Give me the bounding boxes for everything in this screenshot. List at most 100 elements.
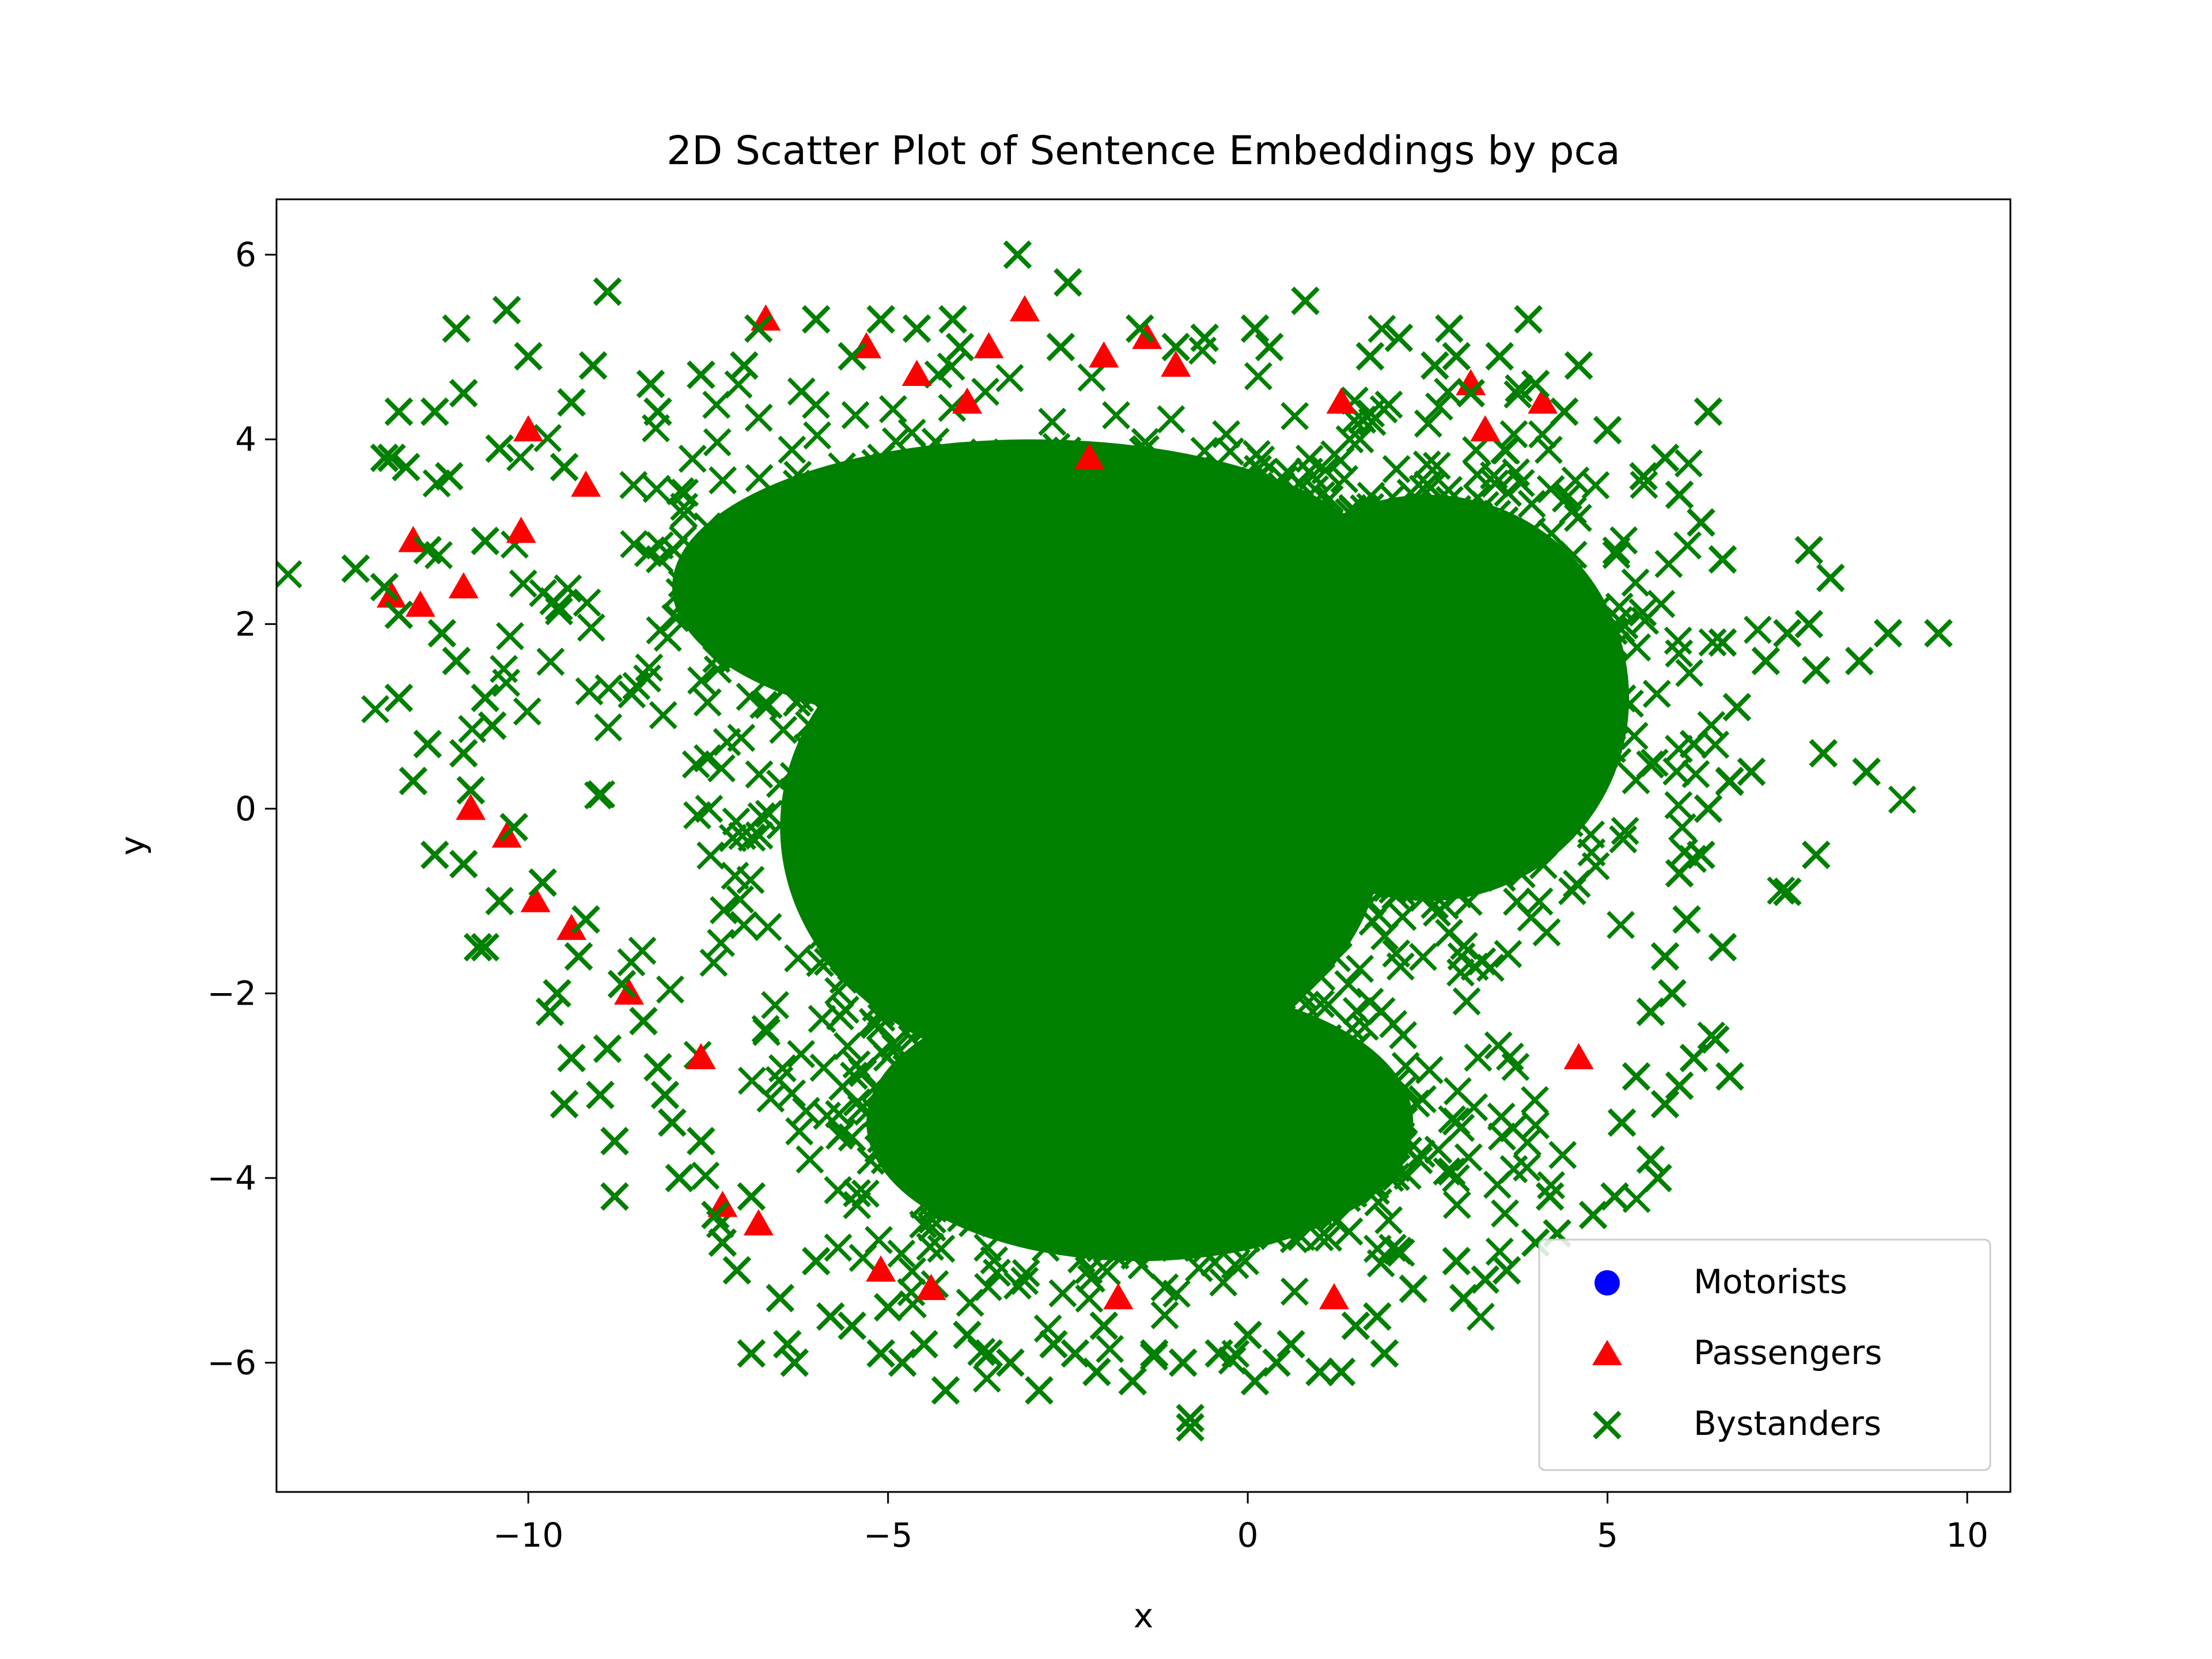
- bystander-point: [1564, 351, 1593, 380]
- bystander-point: [384, 683, 414, 713]
- bystander-point: [1607, 1108, 1637, 1137]
- bystander-point: [866, 1339, 895, 1368]
- bystander-point: [471, 527, 500, 555]
- bystander-point: [1794, 609, 1824, 639]
- bystander-point: [1521, 369, 1550, 399]
- bystander-point: [543, 979, 571, 1008]
- passenger-point: [571, 470, 601, 497]
- bystander-point: [1636, 1145, 1665, 1174]
- bystander-point: [1844, 646, 1874, 676]
- bystander-point: [1801, 656, 1831, 685]
- bystander-point: [1125, 314, 1154, 343]
- core-cluster-layer: [276, 315, 1916, 1393]
- passenger-point: [1528, 387, 1558, 414]
- bystander-point: [1622, 1062, 1651, 1091]
- bystander-point: [737, 1339, 766, 1368]
- x-tick-label: 0: [1237, 1516, 1259, 1555]
- plot-frame: [275, 198, 2012, 1493]
- passenger-point: [707, 1191, 738, 1217]
- bystander-point: [449, 850, 478, 878]
- bystander-point: [1801, 840, 1831, 869]
- bystander-point: [1291, 286, 1320, 316]
- bystander-point: [708, 1228, 737, 1257]
- bystander-point: [456, 776, 486, 805]
- bystanders-series: [341, 240, 1953, 1442]
- x-tick-label: −10: [493, 1516, 563, 1555]
- bystander-point: [420, 397, 449, 426]
- bystander-point: [492, 296, 521, 325]
- bystander-point: [1255, 332, 1284, 362]
- y-axis-label: y: [113, 836, 152, 855]
- legend-bystanders-label: Bystanders: [1694, 1404, 1881, 1443]
- chart-title: 2D Scatter Plot of Sentence Embeddings b…: [666, 128, 1620, 174]
- bystander-point: [593, 277, 622, 306]
- bystander-point: [1205, 1339, 1233, 1368]
- bystander-point: [1456, 378, 1486, 408]
- bystander-point: [744, 314, 773, 343]
- bystander-point: [514, 342, 543, 371]
- bystander-point: [838, 342, 866, 371]
- bystander-point: [1672, 905, 1701, 934]
- bystander-point: [953, 1320, 982, 1350]
- bystander-point: [1650, 1089, 1680, 1119]
- bystander-point: [1082, 1357, 1111, 1387]
- bystander-point: [1650, 942, 1680, 971]
- bystander-point: [1341, 1311, 1370, 1340]
- bystander-point: [643, 1052, 672, 1082]
- legend-passengers-marker: [1592, 1340, 1622, 1365]
- bystander-point: [370, 443, 399, 472]
- bystander-point: [600, 1182, 629, 1211]
- y-tick-label: 2: [235, 604, 256, 643]
- bystander-point: [1355, 342, 1385, 371]
- passenger-point: [1563, 1043, 1594, 1070]
- bystander-point: [1190, 323, 1219, 353]
- bystander-point: [1233, 1320, 1262, 1350]
- bystander-point: [1694, 794, 1723, 823]
- bystander-point: [1492, 1256, 1521, 1285]
- bystander-point: [687, 360, 715, 389]
- bystander-point: [1708, 545, 1737, 574]
- bystander-point: [564, 942, 593, 971]
- bystander-point: [1593, 415, 1622, 445]
- bystander-point: [571, 905, 600, 934]
- legend-motorists-label: Motorists: [1694, 1262, 1847, 1301]
- y-tick-label: 6: [235, 235, 256, 274]
- bystander-point: [1161, 332, 1191, 362]
- legend: Motorists Passengers Bystanders: [1538, 1238, 1991, 1471]
- bystander-point: [557, 1043, 586, 1073]
- bystander-point: [1384, 323, 1414, 353]
- bystander-point: [1471, 1265, 1500, 1294]
- passenger-point: [456, 793, 486, 820]
- bystander-point: [485, 434, 514, 463]
- bystander-point: [1118, 1366, 1147, 1396]
- bystander-point: [665, 1164, 694, 1192]
- bystander-point: [1089, 1311, 1119, 1340]
- bystander-point: [722, 1256, 752, 1285]
- bystander-point: [399, 766, 428, 796]
- core-cluster-points: [617, 835, 1651, 1375]
- passenger-point: [916, 1274, 946, 1300]
- bystander-point: [1442, 1247, 1471, 1276]
- bystander-point: [1772, 619, 1802, 648]
- bystander-point: [471, 933, 500, 962]
- passenger-point: [1319, 1283, 1349, 1309]
- bystander-point: [449, 378, 478, 408]
- bystander-point: [442, 314, 471, 343]
- bystander-point: [1514, 305, 1543, 334]
- bystander-point: [1816, 563, 1845, 592]
- bystander-point: [420, 840, 449, 869]
- bystander-point: [1772, 877, 1802, 906]
- x-axis: −10 −5 0 5 10: [493, 1492, 1988, 1555]
- bystander-point: [838, 1311, 866, 1340]
- bystander-point: [1578, 1200, 1608, 1229]
- bystander-point: [550, 453, 579, 482]
- bystander-point: [463, 933, 493, 962]
- bystander-point: [1794, 536, 1824, 565]
- bystander-point: [1852, 757, 1881, 786]
- bystander-point: [1046, 332, 1075, 362]
- legend-box: [1538, 1238, 1991, 1471]
- bystander-point: [1708, 628, 1737, 657]
- bystander-point: [1139, 1339, 1169, 1368]
- bystander-point: [1277, 1330, 1305, 1359]
- bystander-point: [384, 397, 414, 426]
